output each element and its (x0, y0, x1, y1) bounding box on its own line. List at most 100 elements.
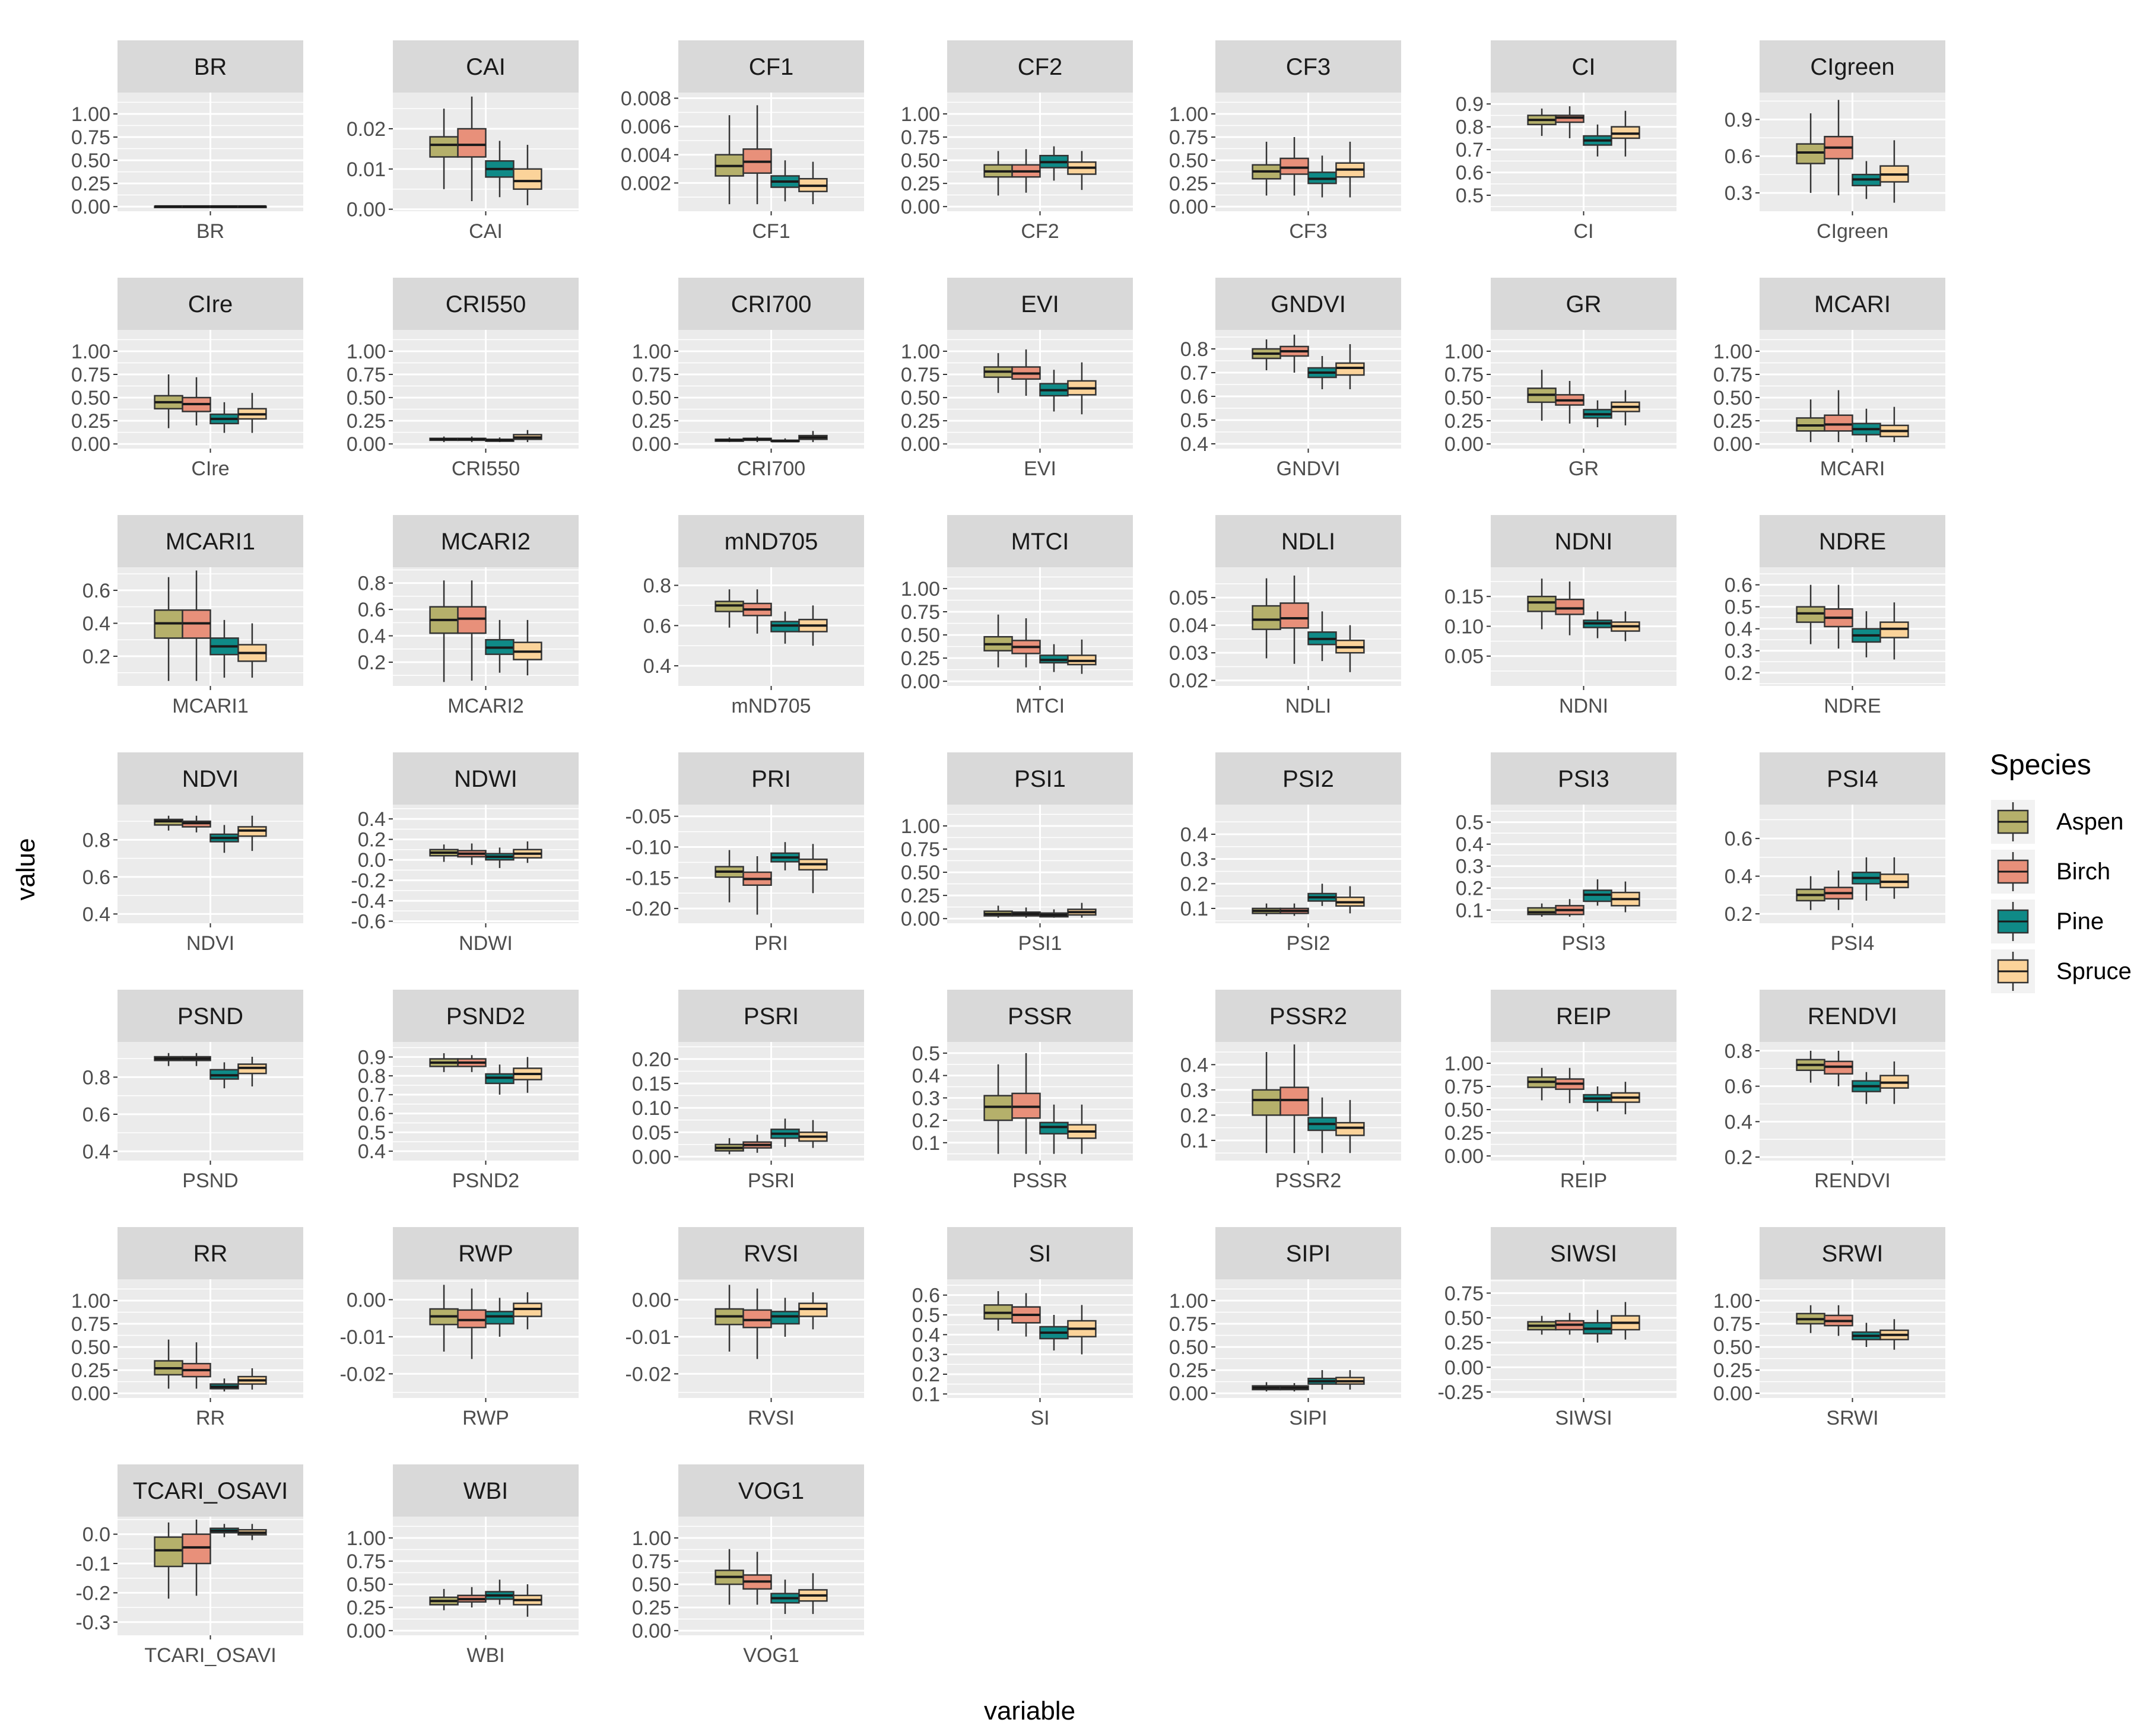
facet-strip-label: SRWI (1822, 1241, 1884, 1267)
y-tick-label: 0.25 (1169, 1359, 1208, 1382)
facet-strip-label: RVSI (744, 1241, 799, 1267)
facet-strip-srwi (1760, 1227, 1945, 1279)
box-pine (1039, 1315, 1069, 1350)
box-birch (1279, 575, 1309, 664)
y-tick-label: 0.00 (71, 196, 110, 218)
box-body (1527, 595, 1557, 612)
facet-psi4: PSI4 0.2 0.4 0.6 PSI4 (1725, 752, 1945, 955)
x-tick-label: MCARI2 (447, 695, 523, 717)
y-tick-label: 1.00 (347, 341, 386, 363)
y-tick-label: 0.50 (71, 1336, 110, 1359)
legend-entry-birch: Birch (1991, 850, 2110, 894)
x-tick-label: PSSR2 (1275, 1170, 1342, 1192)
box-spruce (1067, 902, 1097, 918)
y-tick-label: 0.75 (71, 1313, 110, 1336)
y-tick-label: 0.8 (1725, 1040, 1752, 1063)
facet-ndni: NDNI 0.05 0.10 0.15 NDNI (1444, 515, 1676, 717)
x-tick-label: RENDVI (1814, 1170, 1890, 1192)
box-spruce (1879, 602, 1909, 660)
box-pine (1307, 1370, 1337, 1390)
box-spruce (1879, 1061, 1909, 1104)
facet-sipi: SIPI 0.000.250.500.751.00 SIPI (1169, 1227, 1401, 1429)
box-pine (1852, 408, 1881, 443)
box-birch (1011, 618, 1041, 668)
box-aspen (1527, 108, 1557, 136)
x-tick-label: mND705 (731, 695, 811, 717)
y-tick-label: 0.3 (1725, 640, 1752, 663)
y-tick-label: 0.25 (632, 410, 671, 433)
box-body (1279, 602, 1309, 629)
y-tick-label: -0.25 (1438, 1381, 1484, 1404)
box-birch (1011, 1293, 1041, 1337)
y-tick-label: 0.05 (632, 1121, 671, 1144)
y-tick-label: 0.75 (347, 1550, 386, 1573)
box-spruce (1067, 362, 1097, 415)
box-spruce (513, 1584, 542, 1617)
y-tick-label: 0.25 (1169, 173, 1208, 195)
y-tick-label: 0.1 (1180, 898, 1208, 920)
box-aspen (715, 1285, 744, 1352)
box-birch (1824, 1050, 1853, 1086)
y-tick-label: 0.8 (1456, 116, 1484, 139)
y-tick-label: 0.6 (82, 580, 110, 602)
box-body (457, 128, 487, 158)
y-tick-label: 0.5 (1456, 812, 1484, 834)
facet-strip-psri (678, 990, 864, 1042)
y-tick-label: 0.5 (1456, 185, 1484, 207)
box-body (154, 1536, 183, 1568)
y-tick-label: 0.04 (1169, 615, 1208, 637)
y-tick-label: 0.5 (912, 1043, 940, 1065)
box-birch (182, 570, 211, 681)
facet-strip-label: CRI550 (446, 291, 526, 317)
y-tick-label: 0.50 (1713, 1336, 1752, 1359)
y-tick-label: 0.00 (1444, 433, 1484, 456)
y-tick-label: 0.25 (1713, 1359, 1752, 1382)
y-tick-label: 1.00 (632, 1527, 671, 1550)
facet-psi2: PSI2 0.1 0.20.30.4 PSI2 (1180, 752, 1401, 955)
y-tick-label: 0.25 (71, 1359, 110, 1382)
box-birch (742, 1552, 772, 1605)
y-tick-label: 0.5 (1725, 596, 1752, 619)
facet-strip-br (118, 40, 303, 93)
y-tick-label: 0.2 (82, 646, 110, 668)
y-tick-label: 0.2 (358, 829, 386, 851)
box-aspen (1252, 578, 1281, 659)
facet-strip-label: RR (193, 1241, 228, 1267)
box-spruce (1611, 390, 1640, 425)
facet-si: SI 0.10.20.30.40.50.6 SI (912, 1227, 1133, 1429)
y-tick-label: 1.00 (1713, 1290, 1752, 1312)
y-tick-label: 0.6 (82, 1104, 110, 1126)
legend: Species Aspen Birch Pine Spruce (1990, 749, 2132, 993)
facet-strip-label: MCARI2 (441, 529, 531, 555)
y-tick-label: 0.50 (901, 150, 940, 172)
x-tick-label: MCARI (1820, 457, 1885, 480)
box-body (1252, 605, 1281, 630)
box-birch (742, 1288, 772, 1359)
facet-ndre: NDRE 0.20.30.40.50.6 NDRE (1725, 515, 1945, 717)
box-aspen (1527, 370, 1557, 421)
facet-mcari1: MCARI1 0.2 0.4 0.6 MCARI1 (82, 515, 303, 717)
box-spruce (1335, 141, 1365, 198)
box-pine (485, 437, 515, 443)
box-birch (1279, 137, 1309, 196)
y-tick-label: 0.25 (1444, 1332, 1484, 1355)
facet-cf3: CF3 0.000.250.500.751.00 CF3 (1169, 40, 1401, 243)
y-tick-label: 0.5 (358, 1121, 386, 1144)
facet-strip-psnd (118, 990, 303, 1042)
box-birch (182, 1519, 211, 1596)
facet-wbi: WBI 0.000.250.500.751.00 WBI (347, 1464, 579, 1667)
x-tick-label: RWP (462, 1407, 509, 1429)
box-aspen (1527, 1315, 1557, 1335)
y-tick-label: -0.6 (351, 911, 386, 933)
y-tick-label: 0.9 (1456, 93, 1484, 116)
box-birch (1824, 100, 1853, 196)
box-aspen (715, 850, 744, 902)
facet-pri: PRI -0.20 -0.15 -0.10 -0.05 PRI (625, 752, 864, 955)
box-birch (1555, 106, 1585, 138)
y-tick-label: 0.00 (347, 199, 386, 221)
facet-strip-vog1 (678, 1464, 864, 1517)
box-pine (209, 1062, 239, 1089)
box-spruce (237, 393, 267, 433)
box-pine (209, 205, 239, 208)
box-pine (209, 1524, 239, 1537)
